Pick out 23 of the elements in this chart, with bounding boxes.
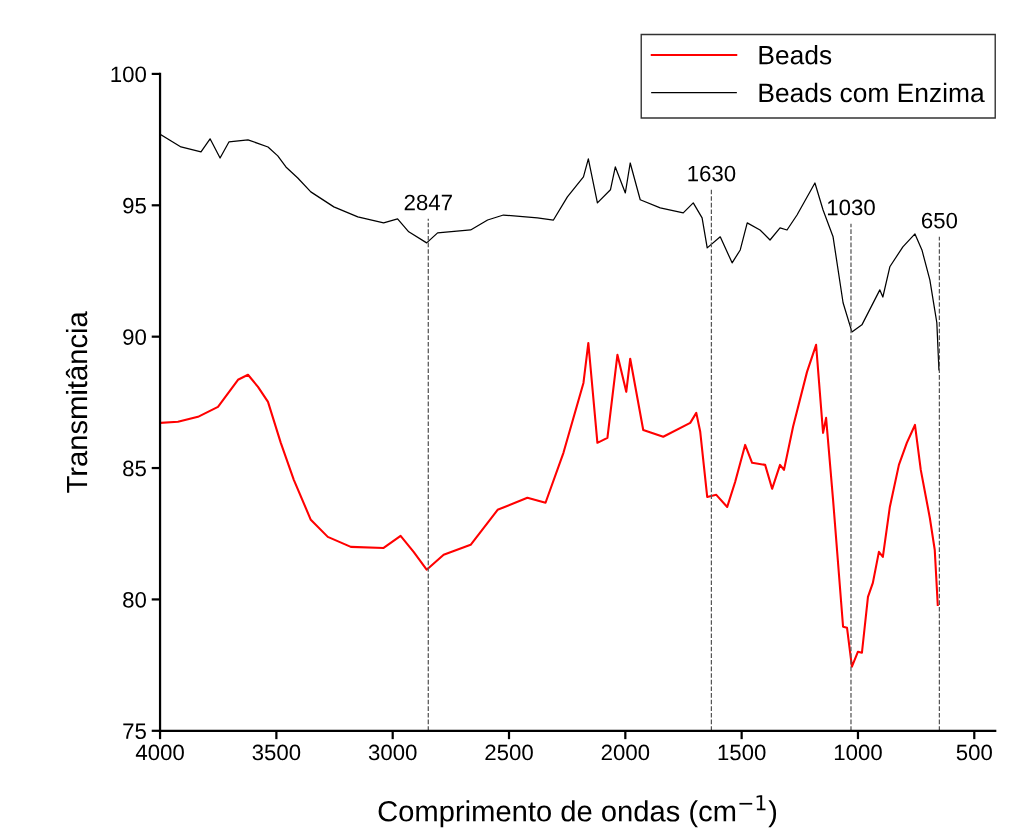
y-tick-label: 100 [111,66,146,83]
y-tick-label: 75 [123,723,146,740]
y-tick-label: 95 [123,197,146,214]
x-tick-label: 500 [956,744,992,761]
x-tick-label: 2500 [485,744,533,761]
x-tick-label: 1500 [718,744,766,761]
y-tick-label: 90 [123,329,146,345]
y-tick-label: 80 [123,591,146,608]
legend-label: Beads [759,45,832,65]
ref-line-label: 1630 [688,165,736,182]
x-tick-label: 2000 [601,744,650,761]
line-series [160,341,939,668]
y-axis-title: Transmitância [65,311,88,493]
x-tick-label: 3000 [368,744,417,761]
ref-line-label: 650 [921,212,958,229]
y-tick-label: 85 [123,460,146,477]
legend-label: Beads com Enzima [759,82,985,103]
ref-line-label: 1030 [827,199,875,216]
ref-line-label: 2847 [404,194,452,211]
x-tick-label: 4000 [135,744,184,761]
x-tick-label: 1000 [834,744,882,761]
x-tick-label: 3500 [252,744,301,761]
x-axis-title: Comprimento de ondas (cm$^{−1}$) [378,795,777,828]
